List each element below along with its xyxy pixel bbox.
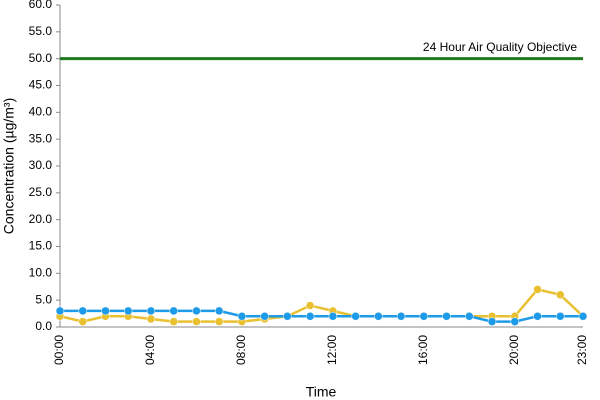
y-tick-label: 5.0 [35,292,52,306]
data-point [169,317,178,326]
x-tick-label: 16:00 [416,335,430,365]
data-point [101,306,110,316]
data-point [442,312,451,321]
data-point [328,312,338,321]
data-point [78,306,87,316]
x-axis-title: Time [306,384,337,400]
data-point [214,306,224,316]
data-point [237,312,247,321]
x-tick-label: 23:00 [575,335,589,365]
data-point [260,312,269,321]
data-point [533,312,542,321]
data-point [305,312,315,321]
data-point [55,306,65,316]
data-point [146,314,156,324]
y-tick-label: 40.0 [29,105,53,119]
y-tick-label: 0.0 [35,319,52,333]
y-tick-label: 50.0 [29,51,53,65]
y-tick-label: 10.0 [29,266,53,280]
data-point [192,306,201,316]
data-point [487,317,497,326]
data-point [169,306,178,316]
y-tick-label: 35.0 [29,131,53,145]
data-point [283,312,292,321]
y-tick-label: 45.0 [29,78,53,92]
data-point [533,285,542,294]
y-tick-label: 20.0 [29,212,53,226]
y-tick-label: 15.0 [29,239,53,253]
data-point [214,317,224,326]
data-point [123,306,133,316]
data-point [192,317,201,326]
data-point [556,312,565,321]
data-point [305,301,315,310]
y-tick-label: 30.0 [29,158,53,172]
y-tick-label: 25.0 [29,185,53,199]
x-tick-label: 00:00 [52,335,66,365]
data-point [510,317,520,326]
data-point [351,312,360,321]
x-tick-label: 08:00 [234,335,248,365]
y-tick-label: 60.0 [29,0,53,11]
x-tick-label: 12:00 [325,335,339,365]
data-point [419,312,429,321]
x-tick-label: 04:00 [143,335,157,365]
data-point [78,317,87,326]
data-point [396,312,406,321]
data-point [465,312,474,321]
objective-label: 24 Hour Air Quality Objective [423,40,577,54]
data-point [374,312,383,321]
data-point [578,312,588,321]
x-tick-label: 20:00 [507,335,521,365]
data-point [556,290,565,300]
data-point [146,306,156,316]
y-axis-title: Concentration (µg/m³) [1,98,17,234]
y-tick-label: 55.0 [29,24,53,38]
